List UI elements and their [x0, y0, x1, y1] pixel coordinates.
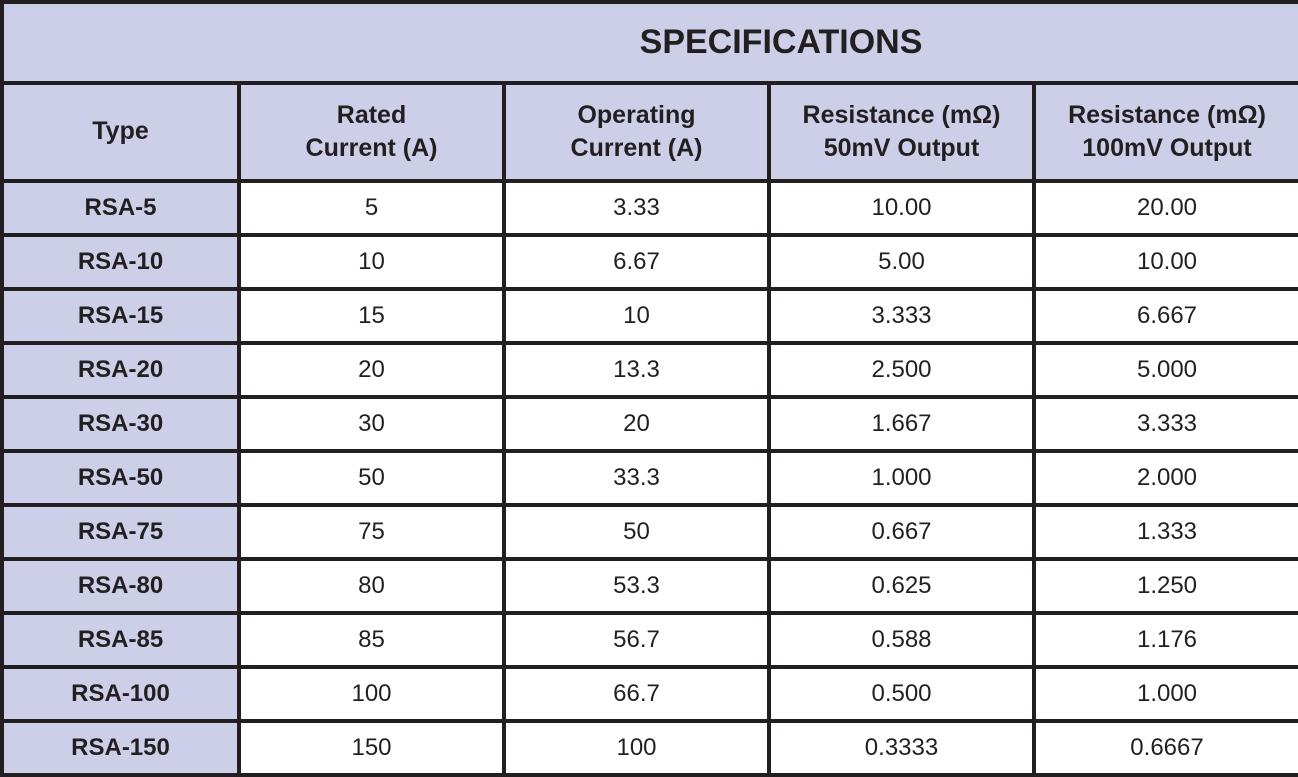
data-row: RSA-10 10 6.67 5.00 10.00: [0, 232, 1298, 291]
type-cell: RSA-50: [0, 448, 241, 507]
value-cell: 80: [237, 556, 506, 615]
type-cell: RSA-80: [0, 556, 241, 615]
type-cell: RSA-20: [0, 340, 241, 399]
type-cell: RSA-30: [0, 394, 241, 453]
value-cell: 53.3: [502, 556, 771, 615]
title-row: SPECIFICATIONS: [0, 0, 1298, 86]
value-cell: 0.625: [767, 556, 1036, 615]
value-cell: 1.333: [1031, 502, 1298, 561]
type-cell: RSA-100: [0, 664, 241, 723]
table-title: SPECIFICATIONS: [639, 23, 923, 62]
header-line: Resistance (mΩ): [1068, 100, 1266, 129]
value-cell: 30: [237, 394, 506, 453]
value-cell: 20.00: [1031, 178, 1298, 237]
value-cell: 0.3333: [767, 718, 1036, 777]
title-cell: SPECIFICATIONS: [0, 0, 1298, 86]
value-cell: 0.500: [767, 664, 1036, 723]
value-cell: 5.00: [767, 232, 1036, 291]
header-line: Current (A): [570, 133, 703, 162]
header-line: Rated: [336, 100, 407, 129]
header-cell: Resistance (mΩ) 50mV Output: [767, 81, 1036, 183]
value-cell: 33.3: [502, 448, 771, 507]
type-cell: RSA-85: [0, 610, 241, 669]
value-cell: 100: [502, 718, 771, 777]
value-cell: 66.7: [502, 664, 771, 723]
data-row: RSA-150 150 100 0.3333 0.6667: [0, 718, 1298, 777]
value-cell: 3.33: [502, 178, 771, 237]
value-cell: 10.00: [767, 178, 1036, 237]
value-cell: 6.667: [1031, 286, 1298, 345]
value-cell: 13.3: [502, 340, 771, 399]
header-cell: Type: [0, 81, 241, 183]
header-line: 100mV Output: [1082, 133, 1252, 162]
type-cell: RSA-5: [0, 178, 241, 237]
type-cell: RSA-150: [0, 718, 241, 777]
value-cell: 56.7: [502, 610, 771, 669]
value-cell: 10.00: [1031, 232, 1298, 291]
type-cell: RSA-15: [0, 286, 241, 345]
value-cell: 5: [237, 178, 506, 237]
data-row: RSA-80 80 53.3 0.625 1.250: [0, 556, 1298, 615]
data-row: RSA-75 75 50 0.667 1.333: [0, 502, 1298, 561]
value-cell: 2.500: [767, 340, 1036, 399]
value-cell: 10: [237, 232, 506, 291]
value-cell: 0.588: [767, 610, 1036, 669]
header-line: Type: [92, 117, 149, 146]
value-cell: 0.667: [767, 502, 1036, 561]
value-cell: 2.000: [1031, 448, 1298, 507]
header-cell: Rated Current (A): [237, 81, 506, 183]
value-cell: 6.67: [502, 232, 771, 291]
value-cell: 10: [502, 286, 771, 345]
value-cell: 1.250: [1031, 556, 1298, 615]
value-cell: 85: [237, 610, 506, 669]
value-cell: 75: [237, 502, 506, 561]
data-row: RSA-30 30 20 1.667 3.333: [0, 394, 1298, 453]
value-cell: 1.176: [1031, 610, 1298, 669]
data-row: RSA-100 100 66.7 0.500 1.000: [0, 664, 1298, 723]
header-line: Resistance (mΩ): [802, 100, 1001, 129]
value-cell: 100: [237, 664, 506, 723]
header-line: Current (A): [305, 133, 438, 162]
value-cell: 20: [502, 394, 771, 453]
value-cell: 20: [237, 340, 506, 399]
data-row: RSA-85 85 56.7 0.588 1.176: [0, 610, 1298, 669]
type-cell: RSA-75: [0, 502, 241, 561]
data-row: RSA-15 15 10 3.333 6.667: [0, 286, 1298, 345]
value-cell: 3.333: [767, 286, 1036, 345]
value-cell: 50: [502, 502, 771, 561]
header-row: Type Rated Current (A) Operating Current (A)…: [0, 81, 1298, 183]
header-line: 50mV Output: [823, 133, 980, 162]
header-cell: Resistance (mΩ) 100mV Output: [1031, 81, 1298, 183]
type-cell: RSA-10: [0, 232, 241, 291]
value-cell: 1.667: [767, 394, 1036, 453]
value-cell: 3.333: [1031, 394, 1298, 453]
value-cell: 1.000: [1031, 664, 1298, 723]
header-line: Operating: [577, 100, 696, 129]
value-cell: 15: [237, 286, 506, 345]
header-cell: Operating Current (A): [502, 81, 771, 183]
value-cell: 5.000: [1031, 340, 1298, 399]
data-row: RSA-20 20 13.3 2.500 5.000: [0, 340, 1298, 399]
value-cell: 1.000: [767, 448, 1036, 507]
value-cell: 150: [237, 718, 506, 777]
value-cell: 50: [237, 448, 506, 507]
data-row: RSA-50 50 33.3 1.000 2.000: [0, 448, 1298, 507]
data-row: RSA-5 5 3.33 10.00 20.00: [0, 178, 1298, 237]
value-cell: 0.6667: [1031, 718, 1298, 777]
